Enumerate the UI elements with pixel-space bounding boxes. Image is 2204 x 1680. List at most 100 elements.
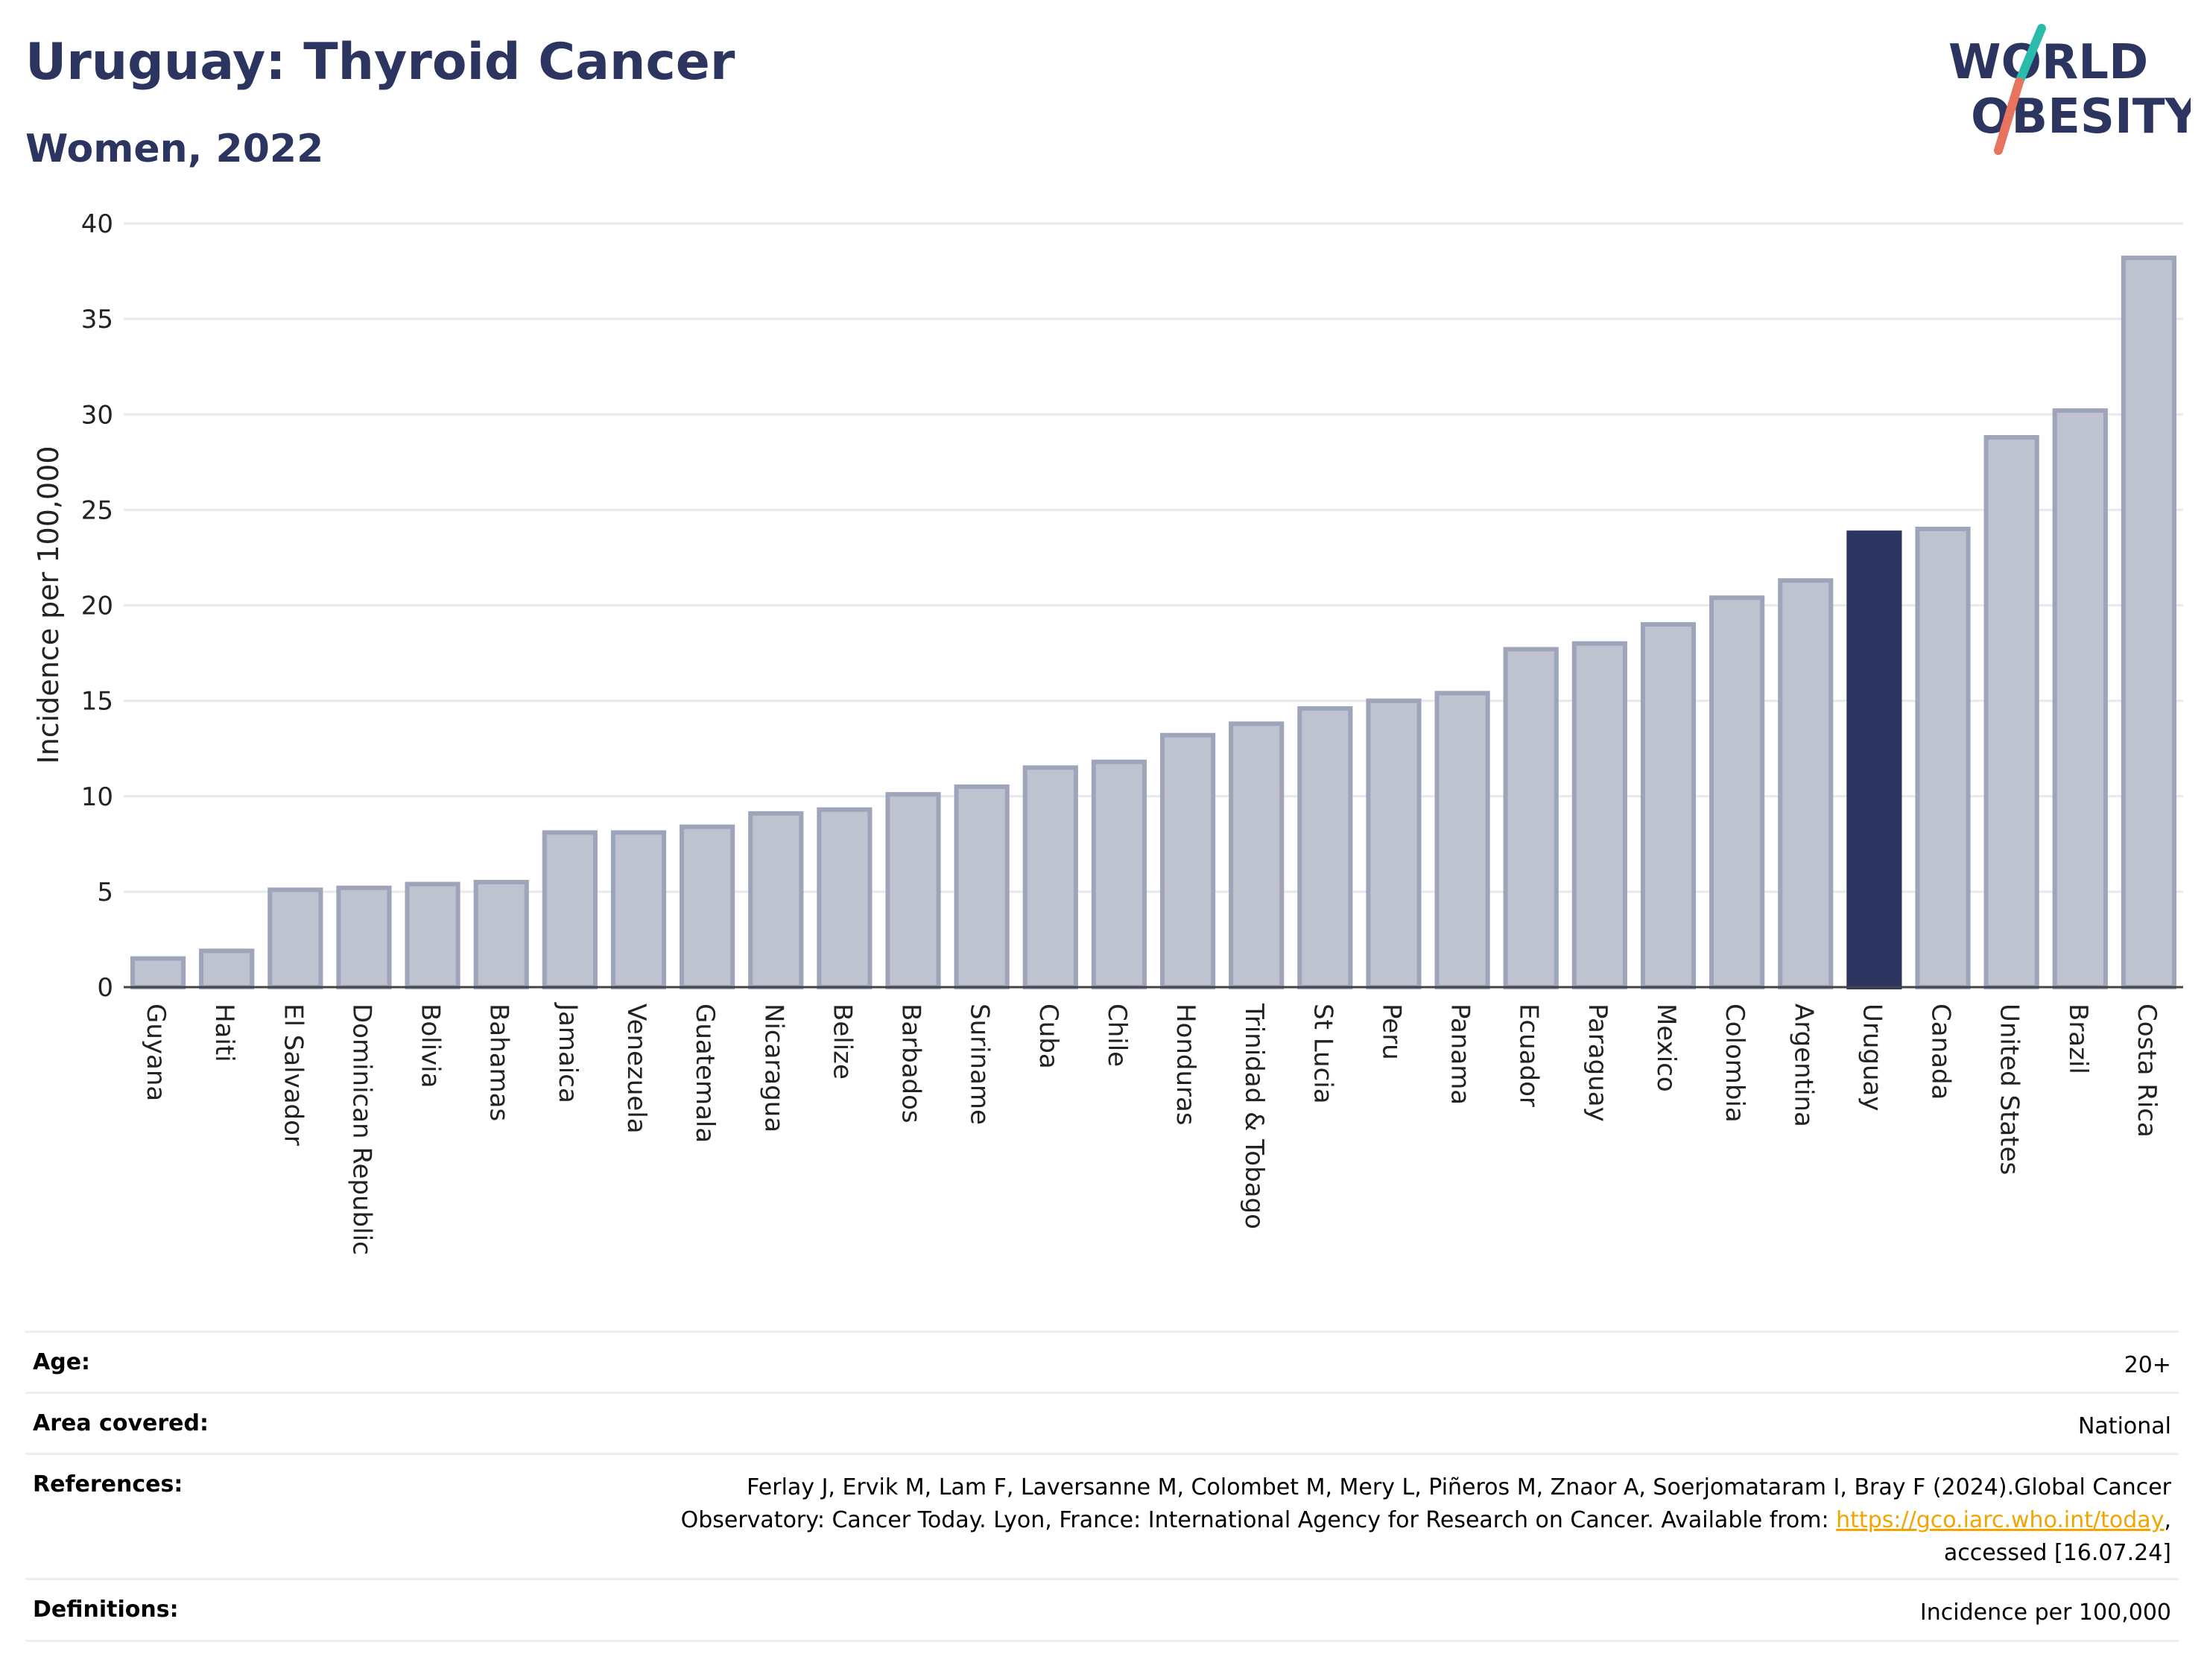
meta-row-references: References: Ferlay J, Ervik M, Lam F, La… [25, 1453, 2179, 1578]
x-tick-label: Chile [1102, 1004, 1132, 1067]
chart-subtitle: Women, 2022 [25, 127, 324, 171]
metadata-table: Age: 20+ Area covered: National Referenc… [25, 1331, 2179, 1642]
x-tick-label: Peru [1376, 1004, 1406, 1060]
x-tick-label: Nicaragua [759, 1004, 788, 1132]
bar-guyana [130, 956, 186, 989]
y-tick-label: 10 [81, 782, 113, 812]
x-tick-label: St Lucia [1308, 1004, 1337, 1104]
references-label: References: [33, 1471, 183, 1497]
references-line-2-end: , [2164, 1507, 2171, 1533]
bar-bolivia [405, 881, 460, 989]
y-tick-label: 40 [81, 209, 113, 239]
logo-slash-top [2015, 24, 2046, 86]
meta-row-definitions: Definitions: Incidence per 100,000 [25, 1578, 2179, 1642]
bar-haiti [199, 948, 255, 989]
x-tick-label: Jamaica [553, 1002, 583, 1103]
x-tick-label: Suriname [965, 1004, 995, 1125]
x-tick-label: Barbados [896, 1004, 926, 1123]
bar-united-states [1983, 435, 2039, 989]
x-tick-label: Honduras [1171, 1004, 1200, 1126]
definitions-value: Incidence per 100,000 [1919, 1600, 2171, 1626]
logo-slash-bottom [1994, 77, 2024, 155]
x-tick-label: Canada [1926, 1004, 1956, 1100]
area-value: National [2077, 1413, 2171, 1439]
x-tick-label: Dominican Republic [346, 1004, 376, 1255]
age-label: Age: [33, 1349, 91, 1375]
y-tick-label: 0 [97, 973, 113, 1003]
bars [130, 256, 2177, 989]
x-tick-label: Mexico [1651, 1004, 1681, 1092]
bar-brazil [2052, 408, 2108, 989]
x-tick-label: Colombia [1720, 1004, 1749, 1123]
references-value: Ferlay J, Ervik M, Lam F, Laversanne M, … [681, 1471, 2171, 1570]
x-tick-label: Belize [827, 1004, 857, 1080]
bar-barbados [885, 792, 941, 989]
x-tick-label: Panama [1445, 1004, 1475, 1105]
bar-uruguay [1846, 530, 1902, 989]
x-tick-label: Haiti [209, 1004, 239, 1062]
bar-mexico [1640, 622, 1697, 989]
x-tick-label: Brazil [2063, 1004, 2093, 1074]
bar-suriname [954, 784, 1010, 989]
references-line-1: Ferlay J, Ervik M, Lam F, Laversanne M, … [747, 1474, 2171, 1500]
bar-colombia [1709, 595, 1765, 989]
x-tick-label: Bolivia [416, 1004, 446, 1088]
bar-st-lucia [1297, 706, 1353, 989]
references-line-2-text: Observatory: Cancer Today. Lyon, France:… [680, 1507, 1837, 1533]
bar-ecuador [1503, 647, 1559, 989]
chart-title: Uruguay: Thyroid Cancer [25, 33, 735, 92]
bar-honduras [1159, 732, 1216, 989]
grid-lines [124, 222, 2183, 893]
bar-trinidad-tobago [1229, 721, 1285, 989]
bar-panama [1434, 691, 1490, 989]
y-tick-label: 25 [81, 495, 113, 525]
x-tick-label: Bahamas [484, 1004, 514, 1121]
x-tick-label: Venezuela [621, 1004, 651, 1134]
x-tick-label: Guyana [141, 1004, 171, 1101]
x-tick-label: El Salvador [278, 1004, 308, 1146]
bar-jamaica [542, 830, 598, 989]
y-tick-label: 35 [81, 305, 113, 335]
x-tick-label: Argentina [1788, 1004, 1818, 1127]
bar-dominican-republic [336, 885, 392, 989]
meta-row-age: Age: 20+ [25, 1331, 2179, 1392]
bar-canada [1915, 527, 1971, 989]
x-axis-tick-labels: Guyana Haiti El Salvador Dominican Republic… [141, 1002, 2162, 1255]
references-line-2: Observatory: Cancer Today. Lyon, France:… [681, 1504, 2171, 1537]
area-label: Area covered: [33, 1410, 209, 1436]
bar-venezuela [610, 830, 667, 989]
bar-costa-rica [2121, 256, 2177, 989]
y-axis-label: Incidence per 100,000 [32, 446, 65, 764]
bar-cuba [1022, 765, 1078, 989]
references-link[interactable]: https://gco.iarc.who.int/today [1836, 1507, 2165, 1533]
y-axis-ticks: 0 5 10 15 20 25 30 35 40 [81, 209, 113, 1003]
references-line-3: accessed [16.07.24] [1943, 1540, 2171, 1566]
y-tick-label: 5 [97, 878, 113, 907]
x-tick-label: Paraguay [1583, 1004, 1612, 1122]
bar-bahamas [473, 880, 529, 989]
world-obesity-logo: WORLD OBESITY [1948, 24, 2191, 155]
x-tick-label: Costa Rica [2132, 1004, 2162, 1138]
bar-paraguay [1571, 641, 1627, 989]
x-tick-label: Cuba [1033, 1004, 1063, 1069]
x-tick-label: Ecuador [1514, 1004, 1544, 1107]
x-tick-label: Guatemala [690, 1004, 720, 1143]
bar-guatemala [680, 824, 735, 989]
x-tick-label: Uruguay [1857, 1004, 1887, 1112]
definitions-label: Definitions: [33, 1597, 179, 1623]
x-tick-label: United States [1995, 1004, 2024, 1175]
bar-peru [1366, 698, 1422, 989]
bar-el-salvador [267, 887, 323, 989]
x-tick-label: Trinidad & Tobago [1239, 1003, 1269, 1229]
y-tick-label: 30 [81, 400, 113, 430]
bar-nicaragua [748, 811, 804, 989]
logo-word-world: WORLD [1948, 35, 2148, 90]
y-tick-label: 15 [81, 687, 113, 717]
age-value: 20+ [2124, 1352, 2171, 1378]
y-tick-label: 20 [81, 592, 113, 621]
bar-chart: 0 5 10 15 20 25 30 35 40 Incidence per 100,000 G… [32, 209, 2183, 1255]
bar-belize [817, 807, 873, 989]
bar-chile [1091, 759, 1147, 989]
meta-row-area: Area covered: National [25, 1392, 2179, 1453]
bar-argentina [1778, 578, 1834, 989]
